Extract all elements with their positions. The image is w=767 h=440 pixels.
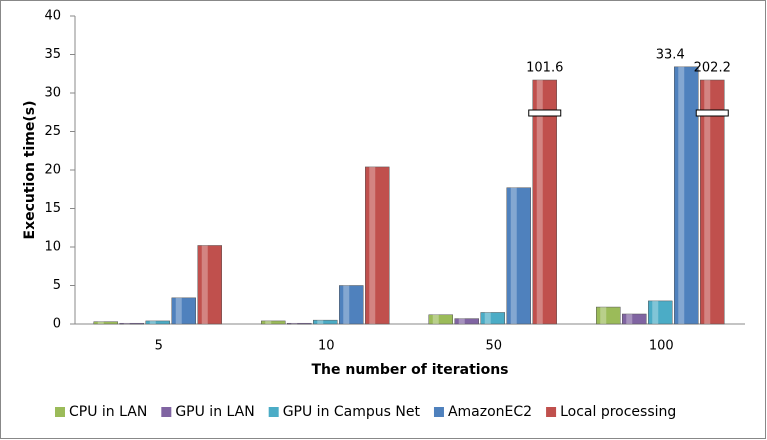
bar xyxy=(119,322,144,325)
y-tick-label: 40 xyxy=(44,9,61,24)
bar xyxy=(480,312,505,325)
bar-highlight xyxy=(317,320,324,324)
legend-swatch xyxy=(55,407,65,417)
y-tick-label: 10 xyxy=(44,240,61,255)
legend-swatch xyxy=(268,407,279,417)
bar xyxy=(454,318,479,325)
bar-highlight xyxy=(652,300,659,324)
bar xyxy=(171,297,196,325)
bar xyxy=(313,319,338,325)
break-mark xyxy=(695,109,729,117)
bar-highlight xyxy=(536,80,543,324)
y-tick-label: 15 xyxy=(44,201,61,216)
bar-highlight xyxy=(123,323,130,325)
bar-highlight xyxy=(175,297,182,324)
bar-highlight xyxy=(343,285,350,324)
x-axis-title: The number of iterations xyxy=(311,362,508,378)
legend-label: AmazonEC2 xyxy=(448,404,532,420)
x-tick-label: 100 xyxy=(649,339,674,354)
y-tick-label: 30 xyxy=(44,86,61,101)
legend-label: GPU in LAN xyxy=(175,404,254,420)
value-label: 101.6 xyxy=(526,61,563,76)
bar-highlight xyxy=(600,307,607,324)
y-tick-label: 5 xyxy=(53,278,61,293)
bar xyxy=(339,285,364,325)
bar xyxy=(506,187,531,325)
bar xyxy=(648,300,673,325)
legend-label: CPU in LAN xyxy=(69,404,147,420)
bar-highlight xyxy=(201,245,208,324)
bar-highlight xyxy=(432,314,439,324)
y-tick-label: 20 xyxy=(44,163,61,178)
bar-highlight xyxy=(265,320,272,324)
bar-highlight xyxy=(626,313,633,324)
value-label: 202.2 xyxy=(694,61,731,76)
bar xyxy=(261,320,286,325)
bar-highlight xyxy=(704,80,711,324)
bar-highlight xyxy=(678,66,685,324)
y-axis-title: Execution time(s) xyxy=(22,100,38,239)
legend-label: GPU in Campus Net xyxy=(283,404,421,420)
bar-highlight xyxy=(369,166,376,324)
bar xyxy=(622,313,647,325)
x-tick-label: 5 xyxy=(155,339,163,354)
x-tick-label: 10 xyxy=(318,339,335,354)
bar-highlight xyxy=(458,318,465,324)
value-label: 33.4 xyxy=(656,47,685,62)
bar xyxy=(596,306,621,325)
bar-highlight xyxy=(97,321,104,324)
bar xyxy=(145,320,170,325)
bar xyxy=(365,166,390,325)
bar xyxy=(700,79,725,325)
bar xyxy=(674,66,699,325)
y-tick-label: 0 xyxy=(53,317,61,332)
bar-highlight xyxy=(291,323,298,325)
legend: CPU in LAN GPU in LAN GPU in Campus Net Ama… xyxy=(55,404,676,420)
bar xyxy=(287,322,312,325)
y-tick-label: 25 xyxy=(44,124,61,139)
legend-swatch xyxy=(161,407,172,417)
bar-highlight xyxy=(484,312,491,324)
bar xyxy=(197,245,222,325)
bar xyxy=(428,314,453,325)
y-tick-label: 35 xyxy=(44,47,61,62)
break-mark xyxy=(528,109,562,117)
legend-swatch xyxy=(546,407,557,417)
x-tick-label: 50 xyxy=(485,339,502,354)
bar-highlight xyxy=(510,187,517,324)
bar xyxy=(93,321,118,325)
bar xyxy=(532,79,557,325)
legend-label: Local processing xyxy=(560,404,676,420)
legend-swatch xyxy=(433,407,444,417)
bar-highlight xyxy=(149,320,156,324)
